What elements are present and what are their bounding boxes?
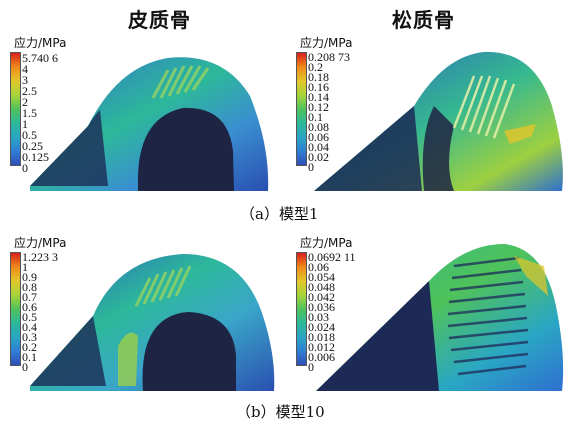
tick-label: 0.036 [308,300,335,314]
tick-label: 0 [22,161,28,175]
tick-label: 0.012 [308,340,335,354]
tick-label: 0.0692 11 [308,250,356,264]
tick-label: 0.054 [308,270,335,284]
panel-cancellous-model1: 应力/MPa 0.208 73 0.2 0.18 0.16 0.14 0.12 … [296,36,572,194]
tick-label: 0.024 [308,320,335,334]
stress-contour-cancellous-model1 [314,51,563,192]
tick-label: 0.018 [308,330,335,344]
tick-label: 0.048 [308,280,335,294]
tick-label: 0.006 [308,350,335,364]
tick-label: 4 [22,62,28,76]
stress-contour-cortical-model10 [30,254,275,391]
stress-contour-cortical-model1 [30,57,269,191]
tick-label: 0.9 [22,270,37,284]
tick-label: 1 [22,260,28,274]
tick-label: 0.6 [22,300,37,314]
tick-label: 0.18 [308,70,329,84]
tick-label: 0.04 [308,140,329,154]
tick-label: 0.8 [22,280,37,294]
tick-label: 0 [308,160,314,174]
tick-label: 0.12 [308,100,329,114]
tick-label: 0.042 [308,290,335,304]
tick-label: 0.06 [308,260,329,274]
tick-label: 0.2 [22,340,37,354]
header-cancellous-bone: 松质骨 [392,8,455,32]
tick-label: 2 [22,95,28,109]
header-cortical-bone: 皮质骨 [128,8,191,32]
tick-label: 0.03 [308,310,329,324]
panel-cortical-model10: 应力/MPa 1.223 3 1 0.9 0.8 0.7 0.6 0.5 0.4… [10,236,286,394]
legend-title: 应力/MPa [14,236,67,250]
tick-label: 0.125 [22,150,49,164]
tick-label: 0.14 [308,90,329,104]
tick-label: 0 [308,360,314,374]
legend-title: 应力/MPa [14,36,67,50]
tick-label: 0.208 73 [308,50,350,64]
tick-label: 0.1 [308,110,323,124]
colorbar [10,252,21,366]
tick-label: 0.25 [22,139,43,153]
tick-label: 2.5 [22,84,37,98]
tick-label: 1 [22,117,28,131]
tick-label: 0.06 [308,130,329,144]
tick-label: 0.5 [22,128,37,142]
tick-label: 5.740 6 [22,51,58,65]
tick-label: 0.4 [22,320,37,334]
colorbar [10,52,21,166]
tick-label: 0.1 [22,350,37,364]
tick-label: 0.3 [22,330,37,344]
panel-cancellous-model10: 应力/MPa 0.0692 11 0.06 0.054 0.048 0.042 … [296,236,572,394]
stress-contour-cancellous-model10 [316,244,564,391]
tick-label: 0 [22,360,28,374]
tick-label: 0.16 [308,80,329,94]
colorbar [296,252,307,366]
tick-label: 3 [22,73,28,87]
caption-model1: （a）模型1 [240,205,319,223]
tick-label: 1.5 [22,106,37,120]
colorbar [296,52,307,166]
panel-cortical-model1: 应力/MPa 5.740 6 4 3 2.5 2 1.5 1 0.5 0.25 … [10,36,286,194]
legend-title: 应力/MPa [300,236,353,250]
tick-label: 1.223 3 [22,250,58,264]
tick-label: 0.7 [22,290,37,304]
tick-label: 0.02 [308,150,329,164]
tick-label: 0.5 [22,310,37,324]
tick-label: 0.2 [308,60,323,74]
legend-title: 应力/MPa [300,36,353,50]
tick-label: 0.08 [308,120,329,134]
caption-model10: （b）模型10 [236,403,325,421]
